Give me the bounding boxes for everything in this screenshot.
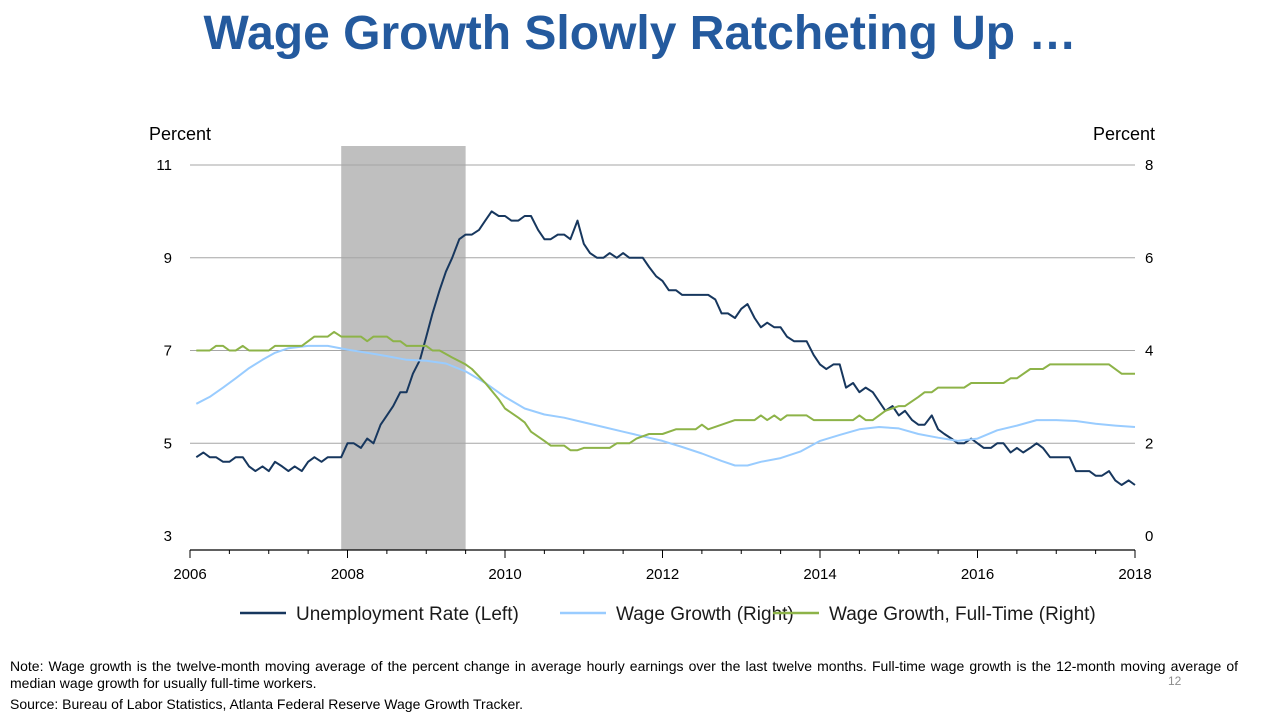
right-y-tick-label: 4 xyxy=(1145,343,1153,360)
legend-entry: Unemployment Rate (Left) xyxy=(296,604,519,625)
series-line-unemployment-rate xyxy=(195,210,1136,486)
left-y-tick-label: 11 xyxy=(156,157,172,174)
x-tick-label: 2014 xyxy=(803,566,836,583)
recession-band-layer xyxy=(341,146,466,550)
x-axis xyxy=(189,549,1136,558)
left-y-tick-label: 9 xyxy=(164,250,172,267)
recession-shading xyxy=(341,146,466,550)
right-y-tick-label: 0 xyxy=(1145,528,1153,545)
series-line-wage-growth-full-time xyxy=(196,330,1135,452)
right-y-tick-label: 6 xyxy=(1145,250,1153,267)
slide-title: Wage Growth Slowly Ratcheting Up … xyxy=(203,7,1077,60)
x-tick-label: 2006 xyxy=(173,566,206,583)
left-y-tick-label: 3 xyxy=(164,528,172,545)
left-y-tick-label: 7 xyxy=(164,343,172,360)
legend-entry: Wage Growth, Full-Time (Right) xyxy=(829,604,1096,625)
tick-labels: 11 9 7 5 3 8 6 4 2 0 2006 2008 2010 2012 2014 2016 2018 xyxy=(156,157,1153,583)
legend-entry: Wage Growth (Right) xyxy=(616,604,794,625)
chart-note: Note: Wage growth is the twelve-month mo… xyxy=(10,658,1238,691)
x-tick-label: 2008 xyxy=(331,566,364,583)
series-lines xyxy=(195,210,1136,486)
legend: Unemployment Rate (Left) Wage Growth (Rig… xyxy=(240,604,1096,625)
series-line-wage-growth xyxy=(195,344,1136,467)
x-tick-label: 2016 xyxy=(961,566,994,583)
x-tick-label: 2018 xyxy=(1118,566,1151,583)
x-tick-label: 2010 xyxy=(488,566,521,583)
left-axis-unit-label: Percent xyxy=(149,124,211,144)
right-axis-unit-label: Percent xyxy=(1093,124,1155,144)
chart-source: Source: Bureau of Labor Statistics, Atla… xyxy=(10,696,524,712)
gridlines xyxy=(190,164,1135,444)
page-number: 12 xyxy=(1168,674,1182,688)
right-y-tick-label: 8 xyxy=(1145,157,1153,174)
x-tick-label: 2012 xyxy=(646,566,679,583)
left-y-tick-label: 5 xyxy=(164,435,172,452)
right-y-tick-label: 2 xyxy=(1145,435,1153,452)
